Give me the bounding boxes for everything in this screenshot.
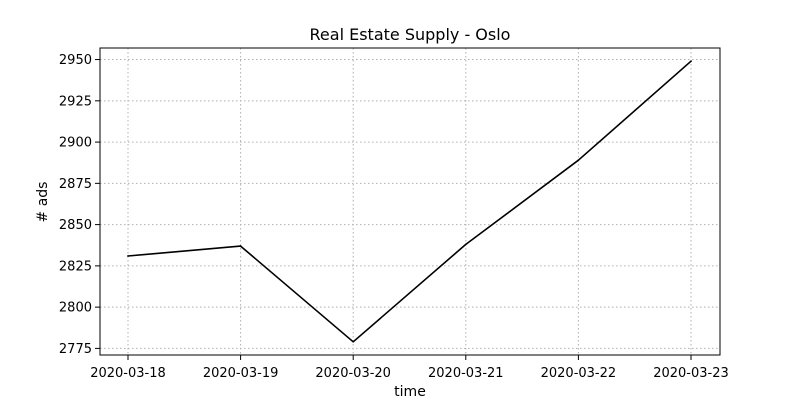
y-tick-label: 2775 — [59, 342, 92, 357]
x-axis-title: time — [394, 384, 426, 400]
x-tick-label: 2020-03-18 — [90, 366, 166, 381]
data-point — [239, 245, 242, 247]
x-tick-label: 2020-03-23 — [653, 366, 729, 381]
y-tick-label: 2800 — [59, 301, 92, 316]
data-point — [577, 159, 580, 162]
grid-lines — [100, 48, 720, 355]
y-tick-label: 2875 — [59, 177, 92, 192]
x-tick-label: 2020-03-19 — [203, 366, 279, 381]
series-layer — [127, 60, 692, 343]
y-tick-label: 2850 — [59, 218, 92, 233]
data-point — [127, 255, 129, 257]
data-point — [465, 243, 467, 246]
y-tick-label: 2925 — [59, 94, 92, 109]
plot-area-frame — [99, 47, 721, 356]
y-tick-label: 2900 — [59, 136, 92, 151]
data-point — [352, 340, 355, 343]
y-axis-title: # ads — [35, 182, 51, 223]
y-axis: 2775 2800 2825 2850 2875 2900 2925 2950 — [59, 53, 100, 357]
x-tick-label: 2020-03-21 — [428, 366, 504, 381]
x-tick-label: 2020-03-20 — [315, 366, 391, 381]
y-tick-label: 2950 — [59, 53, 92, 68]
chart-title: Real Estate Supply - Oslo — [310, 25, 511, 44]
series-line — [127, 60, 692, 343]
x-axis: 2020-03-18 2020-03-19 2020-03-20 2020-03-21… — [90, 355, 729, 381]
x-tick-label: 2020-03-22 — [541, 366, 617, 381]
y-tick-label: 2825 — [59, 259, 92, 274]
data-point — [690, 60, 692, 63]
